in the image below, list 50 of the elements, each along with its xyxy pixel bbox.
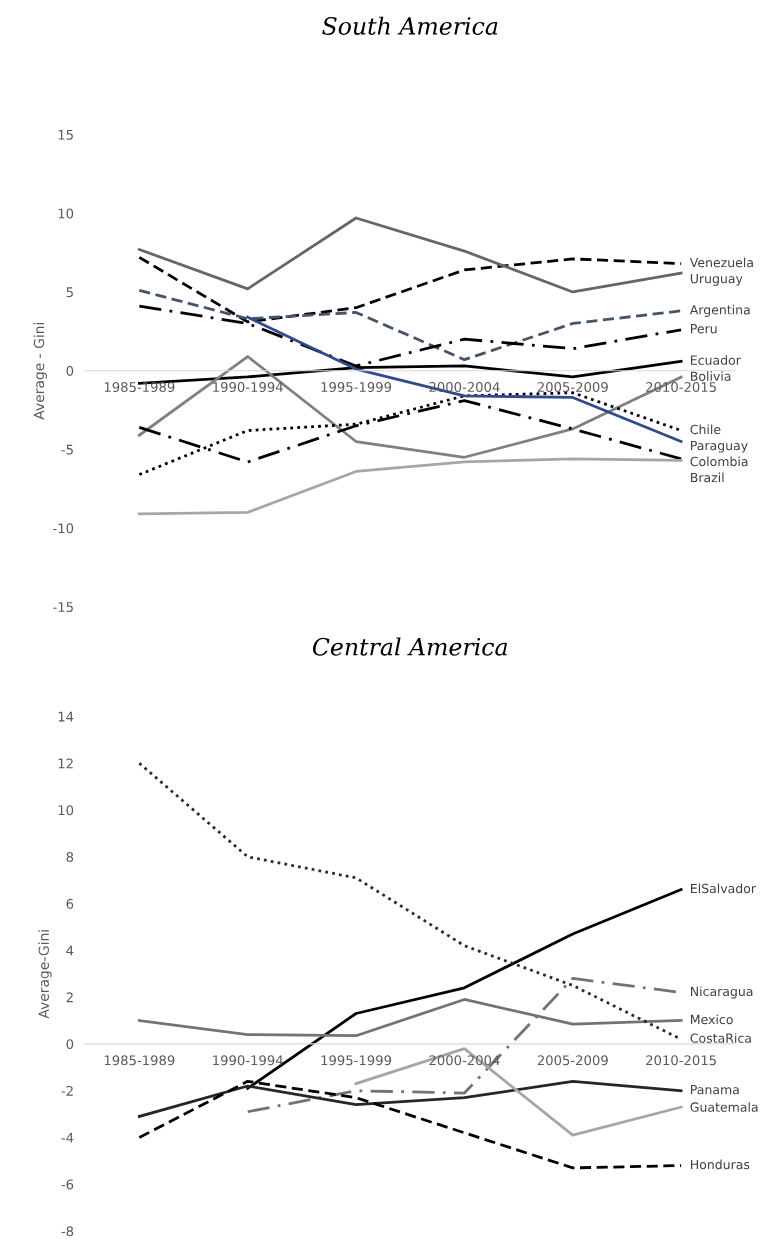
series-label: Venezuela [689,257,753,268]
y-tick-label: -4 [61,1132,74,1143]
series-label: Argentina [689,304,750,317]
series-label: Chile [690,424,721,435]
series-label: Paraguay [691,440,748,453]
x-tick-label: 2000-2004 [429,382,500,393]
y-tick-label: -2 [61,1085,73,1096]
chart-title: South America [322,16,498,35]
series-label: Nicaragua [691,986,753,999]
x-tick-label: 1990-1994 [213,1055,283,1066]
y-tick-label: -8 [61,1226,74,1237]
x-tick-label: 2010-2015 [646,1055,716,1066]
x-tick-label: 1995-1999 [321,1055,392,1066]
y-tick-label: 10 [58,208,74,219]
y-tick-label: 6 [66,898,74,909]
y-tick-label: 8 [66,852,74,862]
y-tick-label: 2 [66,992,73,1003]
x-tick-label: 1990-1994 [213,382,283,393]
y-tick-label: 5 [66,287,73,298]
series-label: Colombia [690,456,748,467]
series-label: Bolivia [691,371,731,381]
series-label: Uruguay [690,274,743,286]
series-label: ElSalvador [691,883,757,894]
y-tick-label: -5 [61,444,73,455]
y-tick-label: 4 [66,945,74,956]
series-label: Peru [691,324,717,334]
y-tick-label: 0 [66,365,74,376]
series-label: Panama [691,1085,739,1095]
y-tick-label: 15 [58,129,73,140]
series-label: Ecuador [691,355,741,365]
series-label: Brazil [691,472,724,483]
x-tick-label: 1995-1999 [321,382,392,393]
series-label: CostaRica [690,1033,751,1043]
y-tick-label: 14 [58,711,74,722]
y-tick-label: -10 [53,523,74,534]
series-label: Guatemala [690,1102,758,1112]
series-label: Mexico [691,1014,733,1025]
chart-title: Central America [312,637,507,656]
y-tick-label: -15 [53,602,73,612]
x-tick-label: 1985-1989 [104,382,175,393]
y-tick-label: 0 [66,1039,74,1050]
y-axis-title: Average-Gini [38,930,52,1019]
series-label: Honduras [691,1159,750,1170]
y-tick-label: 12 [58,758,73,769]
x-tick-label: 2005-2009 [537,1055,608,1066]
x-tick-label: 1985-1989 [104,1055,175,1066]
y-tick-label: -6 [61,1179,74,1190]
y-tick-label: 10 [58,805,74,816]
x-tick-label: 2005-2009 [537,382,608,393]
y-axis-title: Average - Gini [33,322,47,420]
